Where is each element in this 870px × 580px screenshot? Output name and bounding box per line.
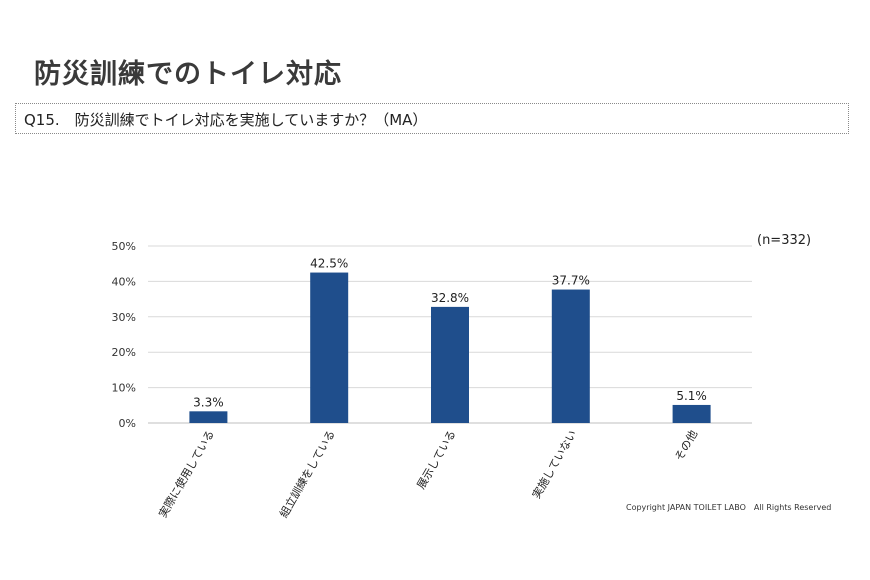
bar [672, 404, 711, 423]
data-label: 42.5% [310, 257, 348, 271]
x-tick-label: 実施していない [529, 428, 579, 501]
y-tick-label: 50% [112, 240, 136, 253]
y-tick-label: 40% [112, 275, 136, 288]
bar [431, 306, 469, 423]
sample-size-label: (n=332) [757, 233, 812, 248]
data-label: 5.1% [676, 389, 707, 403]
data-label: 37.7% [552, 274, 590, 288]
x-tick-label: 実際に使用している [156, 428, 217, 520]
bar [310, 272, 349, 423]
x-tick-label: その他 [672, 428, 700, 463]
y-tick-label: 20% [112, 346, 136, 359]
data-label: 3.3% [193, 395, 224, 409]
data-label: 32.8% [431, 291, 469, 305]
y-tick-label: 10% [112, 382, 136, 395]
copyright-notice: Copyright JAPAN TOILET LABO All Rights R… [626, 503, 832, 512]
y-tick-label: 30% [112, 311, 136, 324]
question-text: Q15. 防災訓練でトイレ対応を実施していますか？（MA） [24, 111, 428, 129]
bar [189, 411, 228, 423]
y-tick-label: 0% [119, 417, 136, 430]
x-tick-label: 展示している [415, 428, 459, 491]
page-title: 防災訓練でのトイレ対応 [34, 59, 342, 90]
x-tick-label: 組立訓練をしている [276, 428, 337, 520]
bar [551, 289, 590, 423]
question-box: Q15. 防災訓練でトイレ対応を実施していますか？（MA） [15, 103, 849, 134]
